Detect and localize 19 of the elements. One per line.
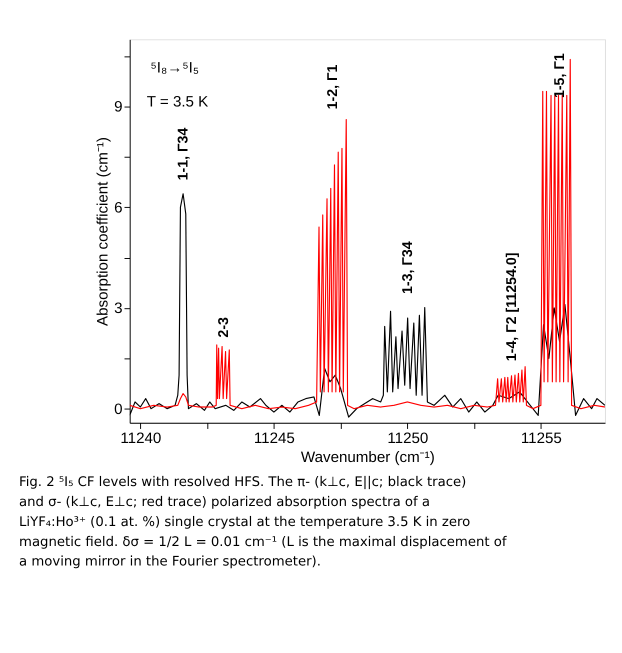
x-tick-label: 11250 — [387, 430, 428, 448]
annotation: 1-2, Γ1 — [325, 64, 342, 110]
y-axis-title: Absorption coefficient (cm⁻¹) — [94, 137, 112, 326]
x-tick-label: 11240 — [120, 430, 162, 448]
x-tick-label: 11255 — [520, 430, 562, 448]
y-tick-label: 0 — [114, 400, 123, 418]
y-tick-label: 3 — [114, 300, 123, 318]
annotation: T = 3.5 K — [146, 94, 208, 111]
x-tick-label: 11245 — [254, 430, 295, 448]
annotation: 1-1, Γ34 — [175, 128, 192, 180]
caption: Fig. 2 ⁵I₅ CF levels with resolved HFS. The π- (k⊥c, E||c; black trace) and σ- (k⊥c, E⊥c; red trace) polarized absorption spectra of a LiYF₄:Ho³⁺ (0.1 at. %) single crystal at the temperature 3.5 K in zero magnetic field. δσ = 1/2 L = 0.01 cm⁻¹ (L is the maximal displacement of a moving mirror in the Fourier spectrometer). — [19, 475, 507, 570]
y-tick-label: 6 — [114, 199, 123, 216]
annotation: 1-5, Γ1 — [552, 53, 568, 98]
annotation: 1-3, Γ34 — [400, 241, 416, 294]
annotation: 1-4, Γ2 [11254.0] — [504, 252, 520, 362]
y-tick-label: 9 — [114, 98, 123, 116]
x-axis-title: Wavenumber (cm⁻¹) — [300, 449, 435, 466]
annotation: ⁵I₈→⁵I₅ — [150, 59, 199, 76]
annotation: 2-3 — [216, 316, 232, 338]
